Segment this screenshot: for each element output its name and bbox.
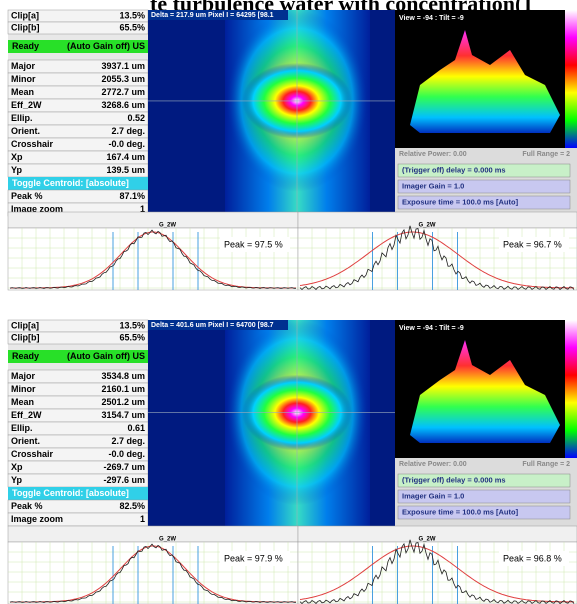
plot-header xyxy=(8,526,298,542)
plot-header xyxy=(298,526,577,542)
row-label: Crosshair xyxy=(11,139,54,149)
row-label: Crosshair xyxy=(11,449,54,459)
row-value: 2160.1 um xyxy=(101,384,145,394)
row-label: Image zoom xyxy=(11,514,63,524)
relative-power: Relative Power: 0.00 xyxy=(399,461,467,468)
fit-label: G_2W xyxy=(419,223,436,229)
delta-readout: Delta = 401.6 um Pixel I = 64700 [98.7 xyxy=(151,322,274,329)
toggle-label: Toggle Centroid: [absolute] xyxy=(12,488,129,498)
control-label: Imager Gain = 1.0 xyxy=(402,181,464,190)
row-value: 0.52 xyxy=(127,113,145,123)
fit-label: G_2W xyxy=(159,223,176,229)
toggle-label: Toggle Centroid: [absolute] xyxy=(12,178,129,188)
panels: Clip[a] 13.5% Clip[b] 65.5% Ready (Auto Gain … xyxy=(8,10,577,604)
row-label: Orient. xyxy=(11,436,40,446)
peak-label: Peak = 97.5 % xyxy=(224,239,283,249)
gain-mode: (Auto Gain off) US xyxy=(67,41,145,51)
row-label: Clip[b] xyxy=(11,22,40,32)
row-value: -269.7 um xyxy=(103,462,145,472)
row-label: Clip[a] xyxy=(11,10,39,20)
delta-readout: Delta = 217.9 um Pixel I = 64295 [98.1 xyxy=(151,12,274,19)
row-value: 3268.6 um xyxy=(101,100,145,110)
row-value: 2772.7 um xyxy=(101,87,145,97)
row-label: Major xyxy=(11,371,36,381)
row-label: Clip[b] xyxy=(11,332,40,342)
peak-label: Peak = 96.7 % xyxy=(503,239,562,249)
row-value: 13.5% xyxy=(119,10,145,20)
row-label: Yp xyxy=(11,165,23,175)
row-label: Clip[a] xyxy=(11,320,39,330)
row-label: Orient. xyxy=(11,126,40,136)
full-range: Full Range = 2 xyxy=(522,151,570,158)
row-value: 2055.3 um xyxy=(101,74,145,84)
peak-label: Peak = 97.9 % xyxy=(224,553,283,563)
row-label: Major xyxy=(11,61,36,71)
row-label: Eff_2W xyxy=(11,410,42,420)
row-value: 65.5% xyxy=(119,332,145,342)
row-label: Mean xyxy=(11,87,34,97)
row-value: 2501.2 um xyxy=(101,397,145,407)
control-label: (Trigger off) delay = 0.000 ms xyxy=(402,475,506,484)
row-label: Minor xyxy=(11,384,36,394)
row-value: 3937.1 um xyxy=(101,61,145,71)
row-label: Minor xyxy=(11,74,36,84)
row-label: Xp xyxy=(11,462,23,472)
relative-power: Relative Power: 0.00 xyxy=(399,151,467,158)
plot-header xyxy=(298,212,577,228)
fit-label: G_2W xyxy=(159,537,176,543)
row-value: 87.1% xyxy=(119,191,145,201)
row-value: 2.7 deg. xyxy=(111,436,145,446)
row-value: 65.5% xyxy=(119,22,145,32)
color-bar xyxy=(565,320,577,458)
row-value: 82.5% xyxy=(119,501,145,511)
screenshot: te turbulence water with concentration(1… xyxy=(0,0,577,604)
row-label: Mean xyxy=(11,397,34,407)
status: Ready xyxy=(12,351,39,361)
row-label: Yp xyxy=(11,475,23,485)
row-value: 3534.8 um xyxy=(101,371,145,381)
peak-label: Peak = 96.8 % xyxy=(503,553,562,563)
status: Ready xyxy=(12,41,39,51)
row-label: Peak % xyxy=(11,191,43,201)
row-label: Ellip. xyxy=(11,423,33,433)
view-label: View = -94 : Tilt = -9 xyxy=(399,325,464,332)
fit-label: G_2W xyxy=(419,537,436,543)
control-label: Imager Gain = 1.0 xyxy=(402,491,464,500)
control-label: (Trigger off) delay = 0.000 ms xyxy=(402,165,506,174)
row-label: Xp xyxy=(11,152,23,162)
full-range: Full Range = 2 xyxy=(522,461,570,468)
row-label: Ellip. xyxy=(11,113,33,123)
gain-mode: (Auto Gain off) US xyxy=(67,351,145,361)
row-value: 3154.7 um xyxy=(101,410,145,420)
row-label: Peak % xyxy=(11,501,43,511)
control-label: Exposure time = 100.0 ms [Auto] xyxy=(402,507,519,516)
row-value: 167.4 um xyxy=(106,152,145,162)
row-label: Eff_2W xyxy=(11,100,42,110)
row-value: 2.7 deg. xyxy=(111,126,145,136)
row-value: 139.5 um xyxy=(106,165,145,175)
color-bar xyxy=(565,10,577,148)
plot-header xyxy=(8,212,298,228)
row-value: -297.6 um xyxy=(103,475,145,485)
row-value: 1 xyxy=(140,514,145,524)
row-value: -0.0 deg. xyxy=(108,139,145,149)
view-label: View = -94 : Tilt = -9 xyxy=(399,15,464,22)
row-value: 0.61 xyxy=(127,423,145,433)
row-value: 13.5% xyxy=(119,320,145,330)
row-value: -0.0 deg. xyxy=(108,449,145,459)
control-label: Exposure time = 100.0 ms [Auto] xyxy=(402,197,519,206)
